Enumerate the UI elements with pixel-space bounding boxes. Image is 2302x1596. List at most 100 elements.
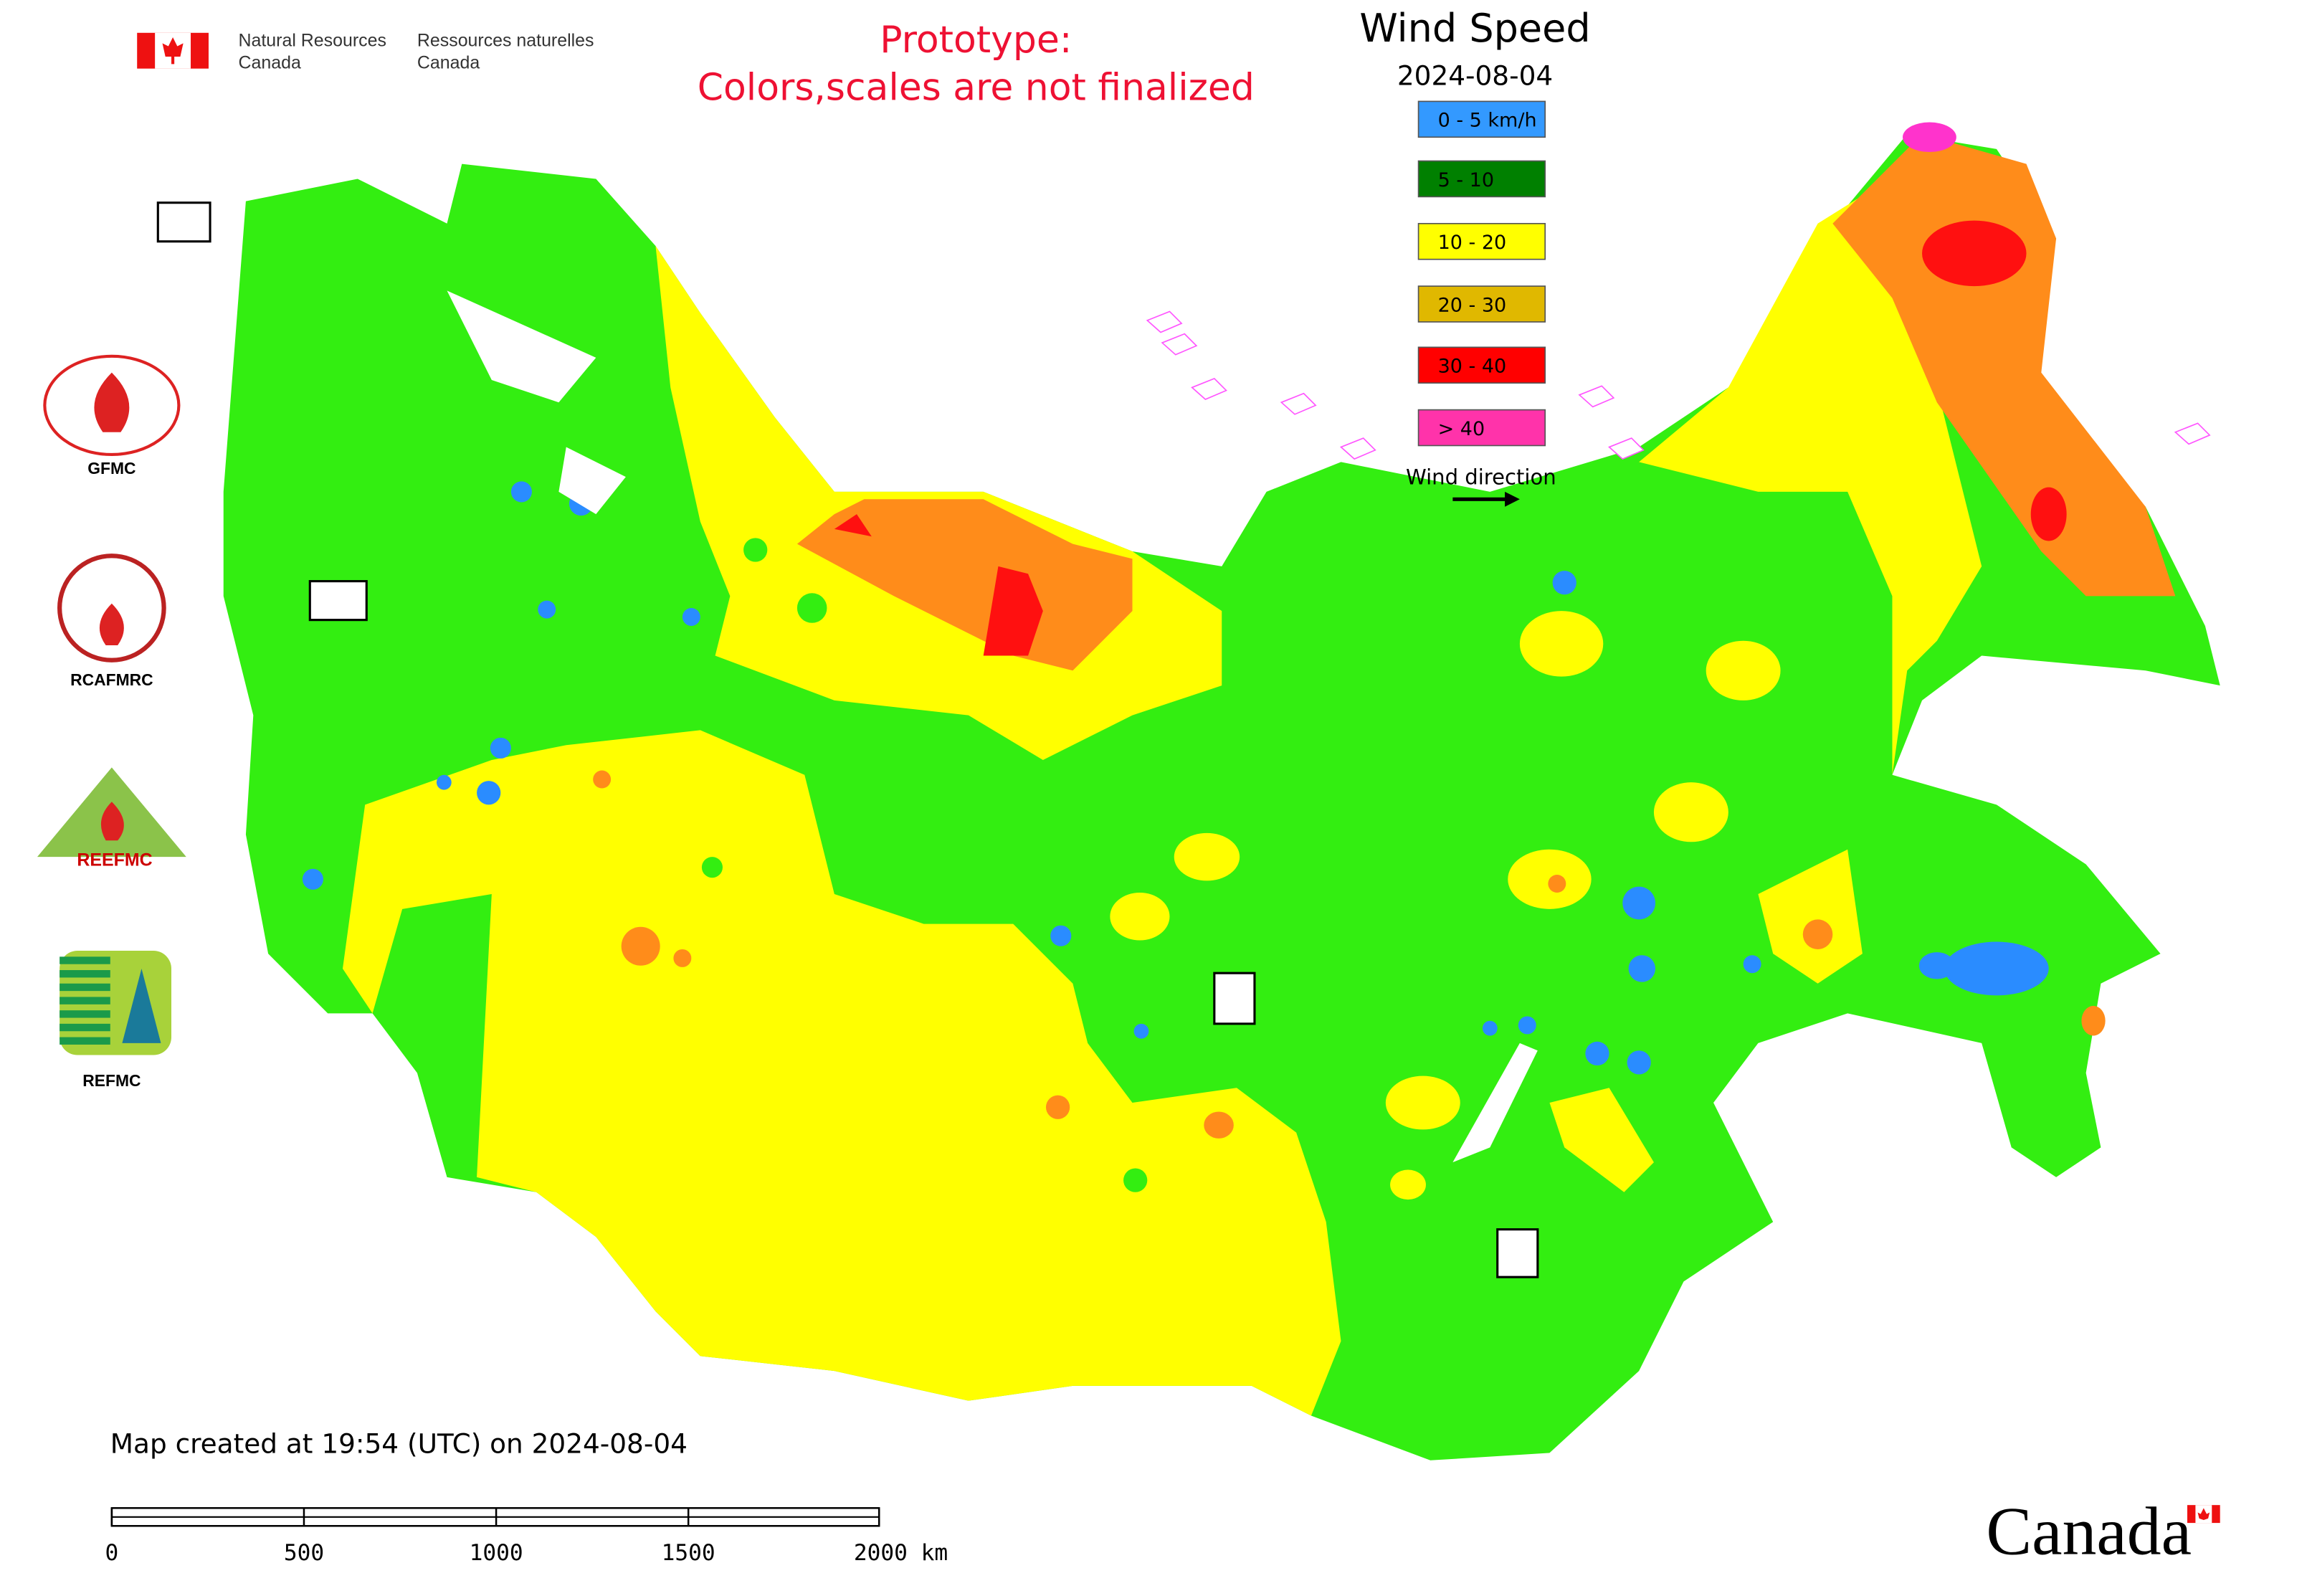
region-0-5: [1050, 925, 1072, 946]
legend-swatch: [1417, 346, 1546, 384]
scale-label: 0: [105, 1540, 118, 1566]
region-0-5: [477, 781, 501, 805]
region-10-20: [1390, 1169, 1426, 1200]
legend-date: 2024-08-04: [1397, 60, 1553, 92]
agency-en: Canada: [239, 53, 301, 73]
refmc-tree: [122, 968, 161, 1043]
refmc-stripe: [60, 983, 110, 992]
region-20-30: [673, 949, 692, 967]
map-created: Map created at 19:54 (UTC) on 2024-08-04: [110, 1428, 688, 1459]
water: [447, 290, 596, 403]
legend-swatch: [1417, 160, 1546, 198]
region-20-30: [1204, 1111, 1234, 1139]
region-0-5: [1628, 955, 1656, 982]
region-above-40: [1903, 122, 1956, 153]
water: [1452, 1042, 1538, 1163]
map-logo-marker: [156, 201, 211, 243]
legend-swatch: [1417, 100, 1546, 138]
region-20-30: [1548, 875, 1566, 893]
legend-swatch: [1417, 285, 1546, 323]
region-10-20: [1706, 640, 1781, 700]
region-0-5: [1622, 886, 1656, 920]
island: [1578, 385, 1615, 408]
refmc-stripe: [60, 956, 110, 964]
region-30-40: [983, 566, 1043, 656]
legend-label: > 40: [1438, 418, 1485, 440]
region-10-20: [1110, 892, 1170, 941]
island: [1191, 377, 1227, 401]
region-30-40: [834, 514, 872, 537]
region-0-5: [1585, 1041, 1609, 1066]
refmc-stripe: [60, 1010, 110, 1018]
legend-label: 10 - 20: [1438, 232, 1507, 254]
notice: Prototype:: [880, 19, 1072, 62]
region-5-10: [1123, 1168, 1148, 1192]
wind-direction-label: Wind direction: [1406, 465, 1556, 490]
region-5-10: [743, 538, 768, 562]
logo-label: REEFMC: [77, 850, 152, 870]
region-20-30: [1045, 1095, 1070, 1119]
region-0-5: [1518, 1016, 1536, 1035]
header-flag: [137, 32, 209, 69]
legend: 0 - 5 km/h 5 - 10 10 - 20 20 - 30 30 - 40 > 4…: [1417, 100, 1546, 447]
island: [1146, 310, 1183, 333]
flag-leaf: [2197, 1508, 2210, 1520]
canada-wordmark: Canada: [1986, 1493, 2192, 1569]
region-20-30: [593, 770, 612, 789]
region-10-20: [1385, 1075, 1460, 1130]
region-0-5: [682, 608, 700, 626]
map-logo-marker: [1496, 1228, 1539, 1278]
refmc-stripe: [60, 997, 110, 1004]
region-0-5: [1552, 571, 1576, 595]
logos: GFMC RCAFMRC REEFMC REFMC: [37, 201, 1539, 1278]
legend-title: Wind Speed: [1359, 6, 1590, 51]
notice: Colors,scales are not finalized: [698, 66, 1255, 109]
gfmc-flame: [94, 372, 130, 432]
water: [558, 447, 626, 515]
region-0-5: [1918, 952, 1955, 979]
island: [1339, 437, 1376, 460]
map-logo-marker: [1213, 972, 1256, 1025]
region-10-20: [343, 730, 1341, 1416]
region-0-5: [1743, 955, 1761, 974]
region-10-20: [1653, 782, 1728, 842]
region-0-5: [1627, 1050, 1651, 1075]
island: [1280, 392, 1317, 415]
scale-label: 500: [284, 1540, 324, 1566]
legend-label: 0 - 5 km/h: [1438, 110, 1537, 132]
region-0-5: [538, 600, 556, 619]
region-10-20: [1758, 849, 1863, 984]
map-area: [223, 122, 2220, 1460]
region-0-5: [302, 868, 323, 890]
region-0-5: [1944, 941, 2049, 996]
reefmc-flame: [100, 802, 124, 841]
region-10-20: [1174, 832, 1240, 881]
scale-label: 1000: [470, 1540, 523, 1566]
region-5-10: [701, 857, 723, 878]
agency-fr: Ressources naturelles: [417, 30, 594, 50]
refmc-stripe: [60, 1037, 110, 1045]
scale-label: 1500: [662, 1540, 715, 1566]
region-0-5: [1482, 1020, 1498, 1036]
wind-arrow-head: [1505, 491, 1520, 507]
island: [2174, 422, 2211, 445]
region-0-5: [490, 737, 511, 759]
legend-label: 5 - 10: [1438, 169, 1494, 191]
region-20-30: [621, 926, 660, 966]
flag-leaf: [162, 37, 184, 65]
region-20-30: [1832, 134, 2176, 597]
legend-label: 20 - 30: [1438, 294, 1507, 316]
region-20-30: [1802, 919, 1833, 949]
region-10-20: [1519, 611, 1604, 677]
region-20-30: [2081, 1005, 2106, 1036]
refmc-stripe: [60, 1023, 110, 1032]
wordmark-flag: [2187, 1505, 2220, 1524]
legend-swatch: [1417, 222, 1546, 260]
region-10-20: [1549, 1088, 1654, 1192]
scale-label: 2000 km: [854, 1540, 948, 1566]
legend-swatch: [1417, 409, 1546, 447]
region-30-40: [2030, 487, 2067, 541]
refmc-stripe: [60, 970, 110, 978]
